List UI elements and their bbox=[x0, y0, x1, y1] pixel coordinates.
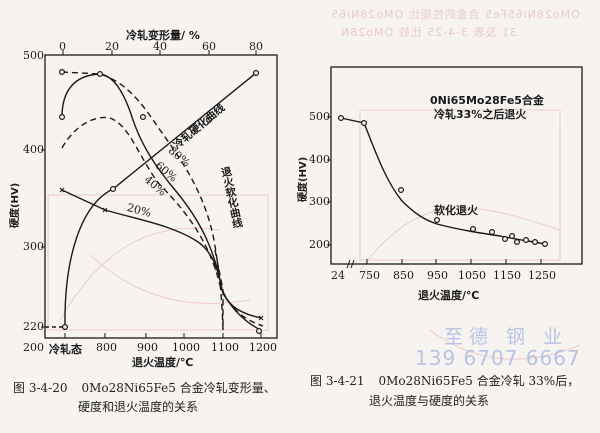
left-top-tick-0: 0 bbox=[59, 40, 66, 53]
left-top-tick-60: 60 bbox=[202, 40, 216, 53]
caption-right-line-2-wrap: 退火温度与硬度的关系 bbox=[369, 392, 489, 411]
left-x-tick-cold-rolled: 冷轧态 bbox=[49, 343, 82, 356]
right-x-axis-title: 退火温度/℃ bbox=[418, 289, 480, 302]
right-x-tick-850: 850 bbox=[393, 269, 414, 282]
label-softening-anneal: 软化退火 bbox=[434, 204, 478, 217]
left-top-tick-40: 40 bbox=[153, 40, 167, 53]
caption-right-number: 图 3-4-21 bbox=[310, 374, 365, 388]
left-x-tick-1100: 1100 bbox=[211, 341, 239, 354]
right-circle-markers bbox=[338, 114, 548, 248]
right-x-tick-1250: 1250 bbox=[528, 269, 556, 282]
left-y-tick-220: 220 bbox=[23, 320, 44, 333]
left-top-ticks bbox=[62, 50, 257, 55]
left-bottom-ticks bbox=[64, 333, 262, 338]
left-plot-frame bbox=[44, 54, 278, 339]
left-cross-markers bbox=[59, 187, 264, 321]
right-y-ticks bbox=[327, 116, 331, 246]
left-x-tick-1200: 1200 bbox=[249, 341, 277, 354]
left-top-axis-title: 冷轧变形量/ % bbox=[126, 29, 200, 42]
curve-20-percent bbox=[61, 189, 263, 319]
right-y-tick-200: 200 bbox=[309, 238, 330, 251]
left-y-tick-400: 400 bbox=[23, 143, 44, 156]
right-y-tick-300: 300 bbox=[309, 195, 330, 208]
right-x-tick-24: 24 bbox=[331, 269, 345, 282]
right-x-tick-1150: 1150 bbox=[493, 269, 521, 282]
right-x-tick-1050: 1050 bbox=[458, 269, 486, 282]
caption-left-line-2-wrap: 硬度和退火温度的关系 bbox=[78, 398, 198, 417]
right-y-tick-500: 500 bbox=[309, 110, 330, 123]
caption-left-number: 图 3-4-20 bbox=[13, 381, 68, 395]
right-x-ticks bbox=[366, 259, 542, 264]
left-y-tick-300: 300 bbox=[23, 240, 44, 253]
left-x-tick-900: 900 bbox=[137, 341, 158, 354]
watermark-company: 至德 钢 业 bbox=[444, 326, 569, 348]
curve-80-percent bbox=[61, 71, 224, 331]
left-y-tick-200: 200 bbox=[23, 341, 44, 354]
caption-right-line-1: 0Mo28Ni65Fe5 合金冷轧 33%后， bbox=[378, 374, 580, 388]
caption-left-line-2: 硬度和退火温度的关系 bbox=[78, 400, 199, 414]
right-chart bbox=[327, 66, 583, 269]
left-x-axis-title: 退火温度/℃ bbox=[132, 356, 194, 369]
caption-figure-3-4-20: 图 3-4-20 0Mo28Ni65Fe5 合金冷轧变形量、 bbox=[13, 379, 276, 398]
axis-break-icon bbox=[346, 259, 355, 269]
left-circle-markers bbox=[58, 68, 263, 335]
left-y-ticks bbox=[41, 149, 45, 328]
curve-hardness-33-percent bbox=[340, 117, 546, 245]
left-top-tick-20: 20 bbox=[105, 40, 119, 53]
left-chart bbox=[41, 50, 278, 339]
right-inner-title-line-1: 0Ni65Mo28Fe5合金 bbox=[430, 94, 544, 107]
watermark-phone: 139 6707 6667 bbox=[415, 346, 581, 370]
right-x-tick-950: 950 bbox=[427, 269, 448, 282]
curve-cold-roll-hardening bbox=[64, 72, 257, 328]
left-x-tick-800: 800 bbox=[96, 341, 117, 354]
right-inner-title-line-2: 冷轧33%之后退火 bbox=[434, 108, 527, 121]
left-x-tick-1000: 1000 bbox=[172, 341, 200, 354]
left-y-tick-500: 500 bbox=[23, 49, 44, 62]
left-top-tick-80: 80 bbox=[249, 40, 263, 53]
right-y-tick-400: 400 bbox=[309, 153, 330, 166]
right-y-axis-label: 硬度(HV) bbox=[298, 156, 309, 202]
right-plot-frame bbox=[330, 66, 583, 265]
caption-left-line-1: 0Mo28Ni65Fe5 合金冷轧变形量、 bbox=[81, 381, 276, 395]
caption-right-line-2: 退火温度与硬度的关系 bbox=[369, 394, 490, 408]
right-x-tick-750: 750 bbox=[359, 269, 380, 282]
left-y-axis-label: 硬度(HV) bbox=[10, 182, 21, 228]
caption-figure-3-4-21: 图 3-4-21 0Mo28Ni65Fe5 合金冷轧 33%后， bbox=[310, 372, 579, 391]
curve-annealing-softening bbox=[214, 249, 224, 330]
